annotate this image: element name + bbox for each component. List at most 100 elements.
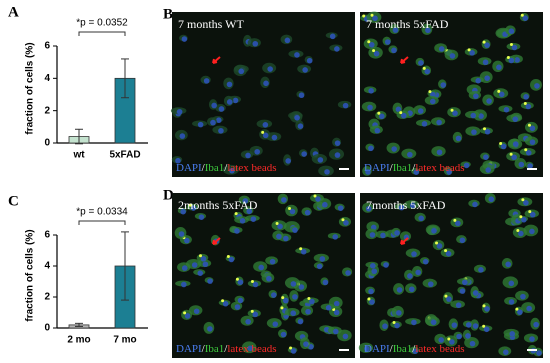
nucleus (242, 198, 249, 204)
bead (509, 42, 513, 46)
nucleus (309, 298, 315, 305)
nucleus (234, 228, 240, 234)
nucleus (391, 47, 397, 54)
bead (307, 297, 311, 301)
bead (399, 111, 403, 115)
bead (483, 127, 487, 131)
nucleus (181, 36, 188, 42)
arrow (212, 237, 221, 245)
y-tick-label: 4 (44, 73, 50, 84)
nucleus (445, 250, 452, 257)
nucleus (292, 294, 298, 300)
bead (506, 55, 510, 59)
nucleus (498, 91, 505, 98)
nucleus (245, 318, 251, 325)
image-legend: DAPI/Iba1/latex beads (364, 343, 465, 355)
nucleus (469, 50, 475, 56)
bead (527, 123, 531, 127)
bead (450, 108, 454, 112)
nucleus (523, 94, 529, 100)
bead (281, 296, 285, 300)
nucleus (342, 102, 349, 109)
nucleus (422, 258, 429, 265)
nucleus (436, 243, 443, 249)
nucleus (529, 211, 536, 218)
nucleus (226, 81, 233, 88)
nucleus (262, 121, 269, 128)
nucleus (207, 278, 213, 284)
nucleus (523, 199, 529, 206)
nucleus (334, 140, 341, 146)
image-title: 2months 5xFAD (178, 198, 258, 212)
nucleus (337, 205, 344, 211)
nucleus (508, 28, 515, 34)
bead (275, 221, 279, 225)
nucleus (316, 263, 323, 270)
error-bar (75, 322, 83, 327)
nucleus (245, 152, 251, 159)
nucleus (252, 281, 259, 288)
nucleus (190, 205, 197, 211)
nucleus (176, 108, 183, 115)
nucleus (418, 215, 424, 222)
nucleus (222, 300, 229, 307)
bead (221, 299, 225, 303)
nucleus (262, 132, 269, 139)
nucleus (226, 99, 233, 105)
bead (234, 212, 238, 216)
nucleus (281, 197, 287, 203)
nucleus (462, 279, 468, 286)
nucleus (290, 310, 297, 316)
y-tick-label: 4 (44, 261, 50, 272)
bead (367, 297, 371, 301)
nucleus (332, 234, 339, 240)
nucleus (455, 135, 462, 142)
nucleus (446, 296, 452, 302)
nucleus (529, 125, 536, 132)
nucleus (180, 208, 186, 215)
nucleus (368, 288, 374, 295)
nucleus (271, 134, 278, 141)
bead (183, 311, 187, 315)
nucleus (283, 235, 289, 242)
nucleus (446, 169, 452, 175)
bead (482, 324, 486, 328)
nucleus (203, 78, 210, 84)
error-bar (121, 231, 129, 301)
nucleus (322, 201, 328, 208)
nucleus (396, 287, 403, 293)
legend-part: / (224, 162, 228, 174)
nucleus (472, 201, 478, 208)
bead (497, 89, 501, 93)
bead (261, 130, 265, 134)
x-tick-label: 2 mo (67, 335, 90, 346)
nucleus (452, 110, 458, 116)
nucleus (485, 167, 491, 173)
nucleus (258, 264, 265, 271)
nucleus (425, 27, 431, 34)
nucleus (269, 258, 276, 265)
nucleus (508, 280, 515, 287)
nucleus (496, 64, 502, 71)
nucleus (215, 117, 222, 124)
nucleus (302, 67, 308, 73)
nucleus (520, 293, 526, 300)
nucleus (465, 322, 472, 328)
nucleus (319, 256, 326, 262)
nucleus (300, 248, 307, 255)
nucleus (409, 286, 415, 293)
bead (515, 307, 519, 311)
nucleus (247, 345, 253, 352)
image-title: 7months 5xFAD (366, 198, 446, 212)
bead (428, 90, 432, 94)
nucleus (329, 33, 336, 40)
nucleus (334, 46, 340, 52)
nucleus (484, 75, 490, 81)
nucleus (374, 127, 381, 134)
nucleus (292, 227, 298, 233)
significance-label: *p = 0.0352 (76, 18, 128, 29)
legend-part: / (412, 343, 416, 355)
nucleus (184, 237, 190, 244)
nucleus (411, 251, 417, 257)
nucleus (234, 304, 241, 310)
